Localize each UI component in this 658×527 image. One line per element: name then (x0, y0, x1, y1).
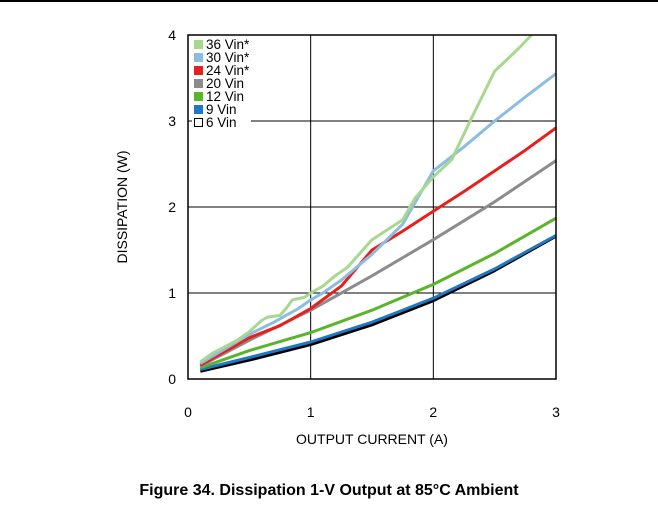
legend-swatch (194, 40, 203, 49)
y-tick-label: 0 (168, 371, 176, 387)
legend-swatch (194, 53, 203, 62)
top-rule (0, 0, 658, 2)
legend-item: 36 Vin* (194, 38, 249, 51)
legend-item: 30 Vin* (194, 51, 249, 64)
y-tick-label: 2 (168, 199, 176, 215)
series-line-24-vin (199, 126, 557, 367)
chart-legend: 36 Vin* 30 Vin* 24 Vin* 20 Vin 12 Vin 9 Vin 6 … (192, 36, 252, 131)
x-tick-label: 0 (184, 404, 192, 420)
legend-swatch (194, 79, 203, 88)
series-lines (199, 33, 557, 373)
legend-label: 24 Vin* (206, 63, 250, 78)
legend-label: 36 Vin* (206, 37, 250, 52)
figure-caption: Figure 34. Dissipation 1-V Output at 85°… (139, 482, 519, 499)
y-tick-label: 4 (168, 27, 176, 43)
series-line-36-vin (199, 33, 533, 364)
legend-swatch (194, 118, 203, 127)
x-tick-label: 3 (552, 404, 560, 420)
series-line-9-vin (199, 234, 557, 371)
x-tick-label: 1 (307, 404, 315, 420)
legend-label: 9 Vin (206, 102, 237, 117)
series-line-20-vin (199, 159, 557, 368)
legend-item: 12 Vin (194, 90, 249, 103)
legend-label: 12 Vin (206, 89, 245, 104)
legend-item: 9 Vin (194, 103, 249, 116)
legend-item: 24 Vin* (194, 64, 249, 77)
x-axis-label: OUTPUT CURRENT (A) (296, 431, 448, 447)
series-line-6-vin (199, 234, 557, 373)
plot-frame (187, 34, 557, 380)
y-tick-label: 1 (168, 285, 176, 301)
dissipation-chart: 0 1 2 3 0 1 2 3 4 OUTPUT CURRENT (A) DISSIPATION… (114, 27, 560, 447)
legend-label: 6 Vin (206, 115, 237, 130)
x-tick-label: 2 (429, 404, 437, 420)
legend-item: 6 Vin (194, 116, 249, 129)
tick-labels: 0 1 2 3 0 1 2 3 4 (168, 27, 560, 420)
legend-label: 20 Vin (206, 76, 245, 91)
y-axis-label: DISSIPATION (W) (114, 150, 130, 263)
legend-label: 30 Vin* (206, 50, 250, 65)
series-line-12-vin (199, 216, 557, 370)
y-tick-label: 3 (168, 113, 176, 129)
legend-item: 20 Vin (194, 77, 249, 90)
legend-swatch (194, 105, 203, 114)
legend-swatch (194, 92, 203, 101)
legend-swatch (194, 66, 203, 75)
series-line-30-vin (199, 72, 557, 365)
